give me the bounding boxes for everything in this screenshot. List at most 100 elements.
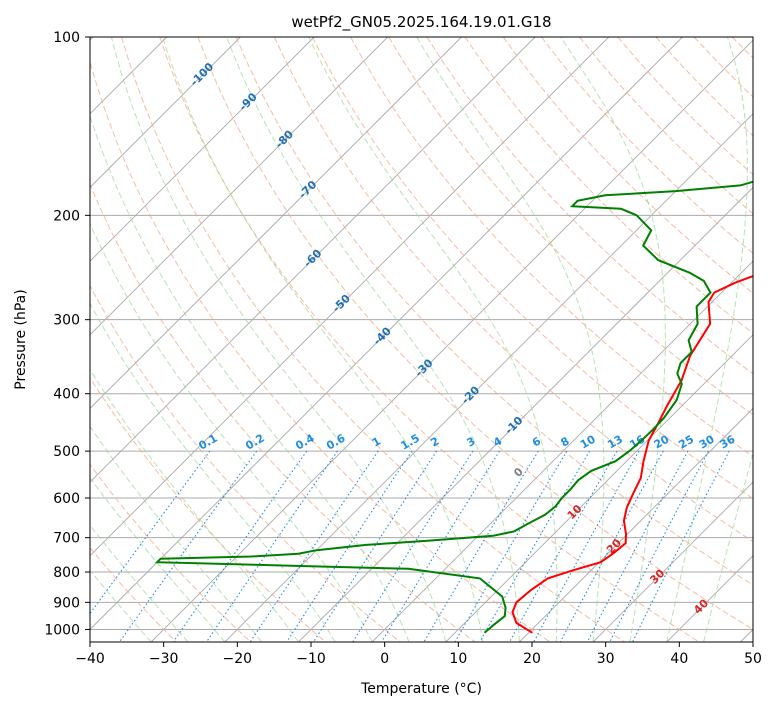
dry-adiabat xyxy=(90,182,476,642)
mixing-ratio-label: 36 xyxy=(718,432,738,451)
x-axis: −40 −30 −20 −10 0 10 20 30 40 50 xyxy=(75,642,762,667)
isotherm xyxy=(740,628,753,642)
dry-adiabat xyxy=(159,37,700,642)
mixing-ratio-line xyxy=(423,450,539,642)
x-tick-label: 0 xyxy=(380,651,389,667)
mixing-ratio-label: 1.5 xyxy=(398,432,421,453)
dry-adiabat-labels: -100 -90 -80 -70 -60 -50 -40 -30 -20 -10 xyxy=(188,60,526,437)
mixing-ratio-line xyxy=(632,450,730,642)
temperature-profile xyxy=(511,274,753,634)
y-axis: 1000 900 800 700 600 500 400 300 200 100 xyxy=(44,30,90,638)
mixing-ratio-line xyxy=(533,450,640,642)
isotherm xyxy=(371,260,753,642)
moist-adiabat xyxy=(90,302,336,642)
dry-adiabat-label: -50 xyxy=(330,292,353,315)
y-tick-label: 500 xyxy=(53,444,80,460)
mixing-ratio-line xyxy=(381,450,500,642)
mixing-ratio-line xyxy=(172,450,308,642)
dry-adiabat xyxy=(464,37,753,334)
isotherm xyxy=(150,39,753,642)
mixing-ratio-line xyxy=(286,450,413,642)
mixing-ratio-line xyxy=(454,450,568,642)
y-tick-label: 100 xyxy=(53,30,80,46)
dry-adiabat xyxy=(90,60,551,642)
moist-adiabat xyxy=(226,37,520,642)
plot-frame xyxy=(89,36,754,643)
isotherm xyxy=(224,113,753,642)
dry-adiabat-label: -70 xyxy=(296,178,319,201)
x-tick-label: 10 xyxy=(449,651,467,667)
mixing-ratio-label: 0.4 xyxy=(293,431,317,452)
isotherm xyxy=(90,37,241,189)
moist-adiabat-label: 10 xyxy=(565,502,585,522)
dry-adiabat xyxy=(90,376,327,642)
y-axis-label: Pressure (hPa) xyxy=(13,289,29,389)
moist-adiabat xyxy=(90,476,226,642)
dry-adiabat xyxy=(541,37,753,254)
y-tick-label: 900 xyxy=(53,595,80,611)
x-tick-label: −40 xyxy=(75,651,105,667)
mixing-ratio-line xyxy=(249,450,379,642)
mixing-ratio-line xyxy=(509,450,618,642)
dry-adiabat xyxy=(770,37,775,642)
dry-adiabat xyxy=(388,37,753,416)
isotherm xyxy=(519,407,753,642)
dry-adiabat xyxy=(90,463,252,642)
mixing-ratio-line xyxy=(119,450,258,642)
dry-adiabat xyxy=(197,37,753,630)
mixing-ratio-label: 0.2 xyxy=(243,432,266,453)
x-tick-label: 50 xyxy=(744,651,762,667)
y-tick-label: 1000 xyxy=(44,622,80,638)
mixing-ratio-label: 30 xyxy=(697,432,717,451)
y-tick-label: 400 xyxy=(53,387,80,403)
dry-adiabat xyxy=(273,37,753,543)
dry-adiabat xyxy=(502,37,753,294)
dry-adiabat-label: -10 xyxy=(502,414,525,437)
isotherm xyxy=(90,37,462,410)
dry-adiabat xyxy=(617,37,753,176)
y-tick-label: 700 xyxy=(53,531,80,547)
x-tick-label: 20 xyxy=(523,651,541,667)
mixing-ratio-line xyxy=(90,450,211,615)
moist-adiabat xyxy=(560,37,666,642)
moist-adiabat xyxy=(110,37,447,642)
dry-adiabat-label: -100 xyxy=(188,60,217,89)
isotherm xyxy=(666,555,753,642)
mixing-ratio-lines xyxy=(90,450,730,642)
moist-adiabat-label: 0 xyxy=(511,465,526,480)
dry-adiabat xyxy=(90,284,401,642)
dry-adiabat xyxy=(311,37,753,500)
moist-adiabats xyxy=(90,37,753,642)
mixing-ratio-line xyxy=(586,450,689,642)
moist-adiabat xyxy=(90,114,410,642)
isotherm xyxy=(90,37,315,262)
mixing-ratio-label: 2 xyxy=(428,435,441,450)
dry-adiabat-label: -80 xyxy=(273,128,296,151)
y-tick-label: 600 xyxy=(53,491,80,507)
mixing-ratio-line xyxy=(479,450,591,642)
moist-adiabat xyxy=(162,37,484,642)
isotherm xyxy=(90,37,610,557)
mixing-ratio-line xyxy=(559,450,664,642)
chart-title: wetPf2_GN05.2025.164.19.01.G18 xyxy=(291,13,551,32)
dry-adiabat-label: -60 xyxy=(301,247,324,270)
dry-adiabat xyxy=(655,37,753,137)
isotherm xyxy=(592,481,753,642)
y-tick-label: 800 xyxy=(53,565,80,581)
x-tick-label: 40 xyxy=(670,651,688,667)
moist-adiabat xyxy=(90,524,189,642)
moist-adiabat xyxy=(666,37,748,642)
isotherm xyxy=(90,37,389,336)
mixing-ratio-label: 3 xyxy=(465,435,478,450)
y-tick-label: 300 xyxy=(53,313,80,329)
mixing-ratio-label: 10 xyxy=(578,432,598,451)
mixing-ratio-line xyxy=(205,450,338,642)
moist-adiabat xyxy=(90,569,152,642)
mixing-ratio-label: 1 xyxy=(370,435,383,450)
moist-adiabat xyxy=(90,425,262,642)
mixing-ratio-line xyxy=(313,450,438,642)
moist-adiabat xyxy=(308,37,558,642)
mixing-ratio-label: 20 xyxy=(652,432,672,451)
